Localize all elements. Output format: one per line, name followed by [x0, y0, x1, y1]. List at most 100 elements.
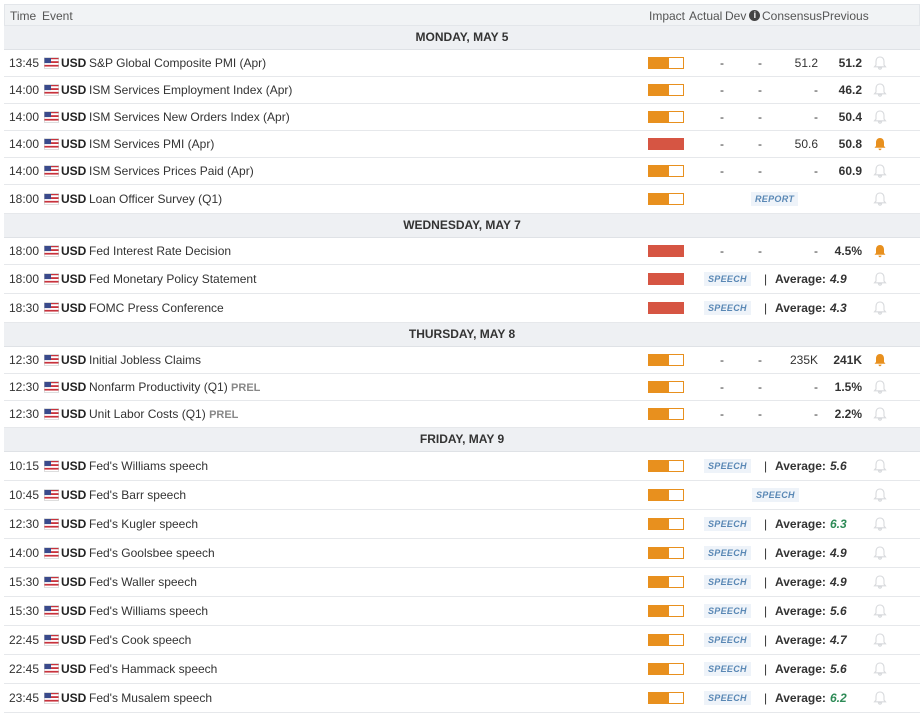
event-name[interactable]: Fed's Williams speech: [89, 459, 208, 473]
alert-bell-icon[interactable]: [872, 487, 888, 503]
event-row[interactable]: 10:45 USD Fed's Barr speech SPEECH: [4, 481, 920, 510]
col-time[interactable]: Time: [10, 9, 37, 23]
alert-bell-icon[interactable]: [872, 516, 888, 532]
event-row[interactable]: 10:15 USD Fed's Williams speech SPEECH | Aver…: [4, 452, 920, 481]
alert-bell-icon[interactable]: [872, 406, 888, 422]
speech-tag: SPEECH: [752, 488, 799, 502]
event-name[interactable]: Loan Officer Survey (Q1): [89, 192, 222, 206]
event-row[interactable]: 18:00 USD Fed Interest Rate Decision - - - 4.5…: [4, 238, 920, 265]
alert-bell-icon[interactable]: [872, 300, 888, 316]
separator: |: [764, 546, 768, 560]
col-consensus[interactable]: Consensus: [762, 9, 823, 23]
event-row[interactable]: 15:30 USD Fed's Waller speech SPEECH | Averag…: [4, 568, 920, 597]
event-row[interactable]: 14:00 USD Fed's Goolsbee speech SPEECH | Aver…: [4, 539, 920, 568]
event-row[interactable]: 14:00 USD ISM Services PMI (Apr) - - 50.6 50.8: [4, 131, 920, 158]
event-name[interactable]: Fed Interest Rate Decision: [89, 244, 231, 258]
event-row[interactable]: 15:30 USD Fed's Williams speech SPEECH | Aver…: [4, 597, 920, 626]
currency-code: USD: [61, 301, 87, 315]
alert-bell-icon[interactable]: [872, 352, 888, 368]
col-previous[interactable]: Previous: [822, 9, 869, 23]
alert-bell-icon[interactable]: [872, 379, 888, 395]
currency-code: USD: [61, 459, 87, 473]
event-row[interactable]: 18:30 USD FOMC Press Conference SPEECH | Aver…: [4, 294, 920, 323]
event-name[interactable]: Initial Jobless Claims: [89, 353, 201, 367]
event-name[interactable]: Fed's Goolsbee speech: [89, 546, 215, 560]
alert-bell-icon[interactable]: [872, 191, 888, 207]
event-row[interactable]: 12:30 USD Unit Labor Costs (Q1) PREL - - - 2.2…: [4, 401, 920, 428]
event-time: 14:00: [9, 137, 40, 151]
event-row[interactable]: 18:00 USD Loan Officer Survey (Q1) REPORT: [4, 185, 920, 214]
alert-bell-icon[interactable]: [872, 690, 888, 706]
event-name[interactable]: FOMC Press Conference: [89, 301, 224, 315]
col-impact[interactable]: Impact: [649, 9, 686, 23]
us-flag-icon: [44, 518, 59, 530]
previous-value: 2.2%: [834, 407, 862, 421]
alert-bell-icon[interactable]: [872, 603, 888, 619]
event-name[interactable]: ISM Services Prices Paid (Apr): [89, 164, 254, 178]
event-row[interactable]: 12:30 USD Fed's Kugler speech SPEECH | Averag…: [4, 510, 920, 539]
event-row[interactable]: 14:00 USD ISM Services New Orders Index (A…: [4, 104, 920, 131]
event-name[interactable]: Fed's Cook speech: [89, 633, 191, 647]
speech-tag: SPEECH: [704, 604, 751, 618]
alert-bell-icon[interactable]: [872, 82, 888, 98]
event-row[interactable]: 12:30 USD Initial Jobless Claims - - 235K 241K: [4, 347, 920, 374]
event-name[interactable]: Fed's Barr speech: [89, 488, 186, 502]
alert-bell-icon[interactable]: [872, 545, 888, 561]
event-name[interactable]: Nonfarm Productivity (Q1) PREL: [89, 380, 260, 394]
impact-bar: [648, 273, 684, 285]
event-row[interactable]: 22:45 USD Fed's Hammack speech SPEECH | Avera…: [4, 655, 920, 684]
previous-value: 241K: [833, 353, 862, 367]
deviation-value: -: [758, 110, 762, 124]
event-row[interactable]: 14:00 USD ISM Services Prices Paid (Apr) - -…: [4, 158, 920, 185]
event-name[interactable]: ISM Services PMI (Apr): [89, 137, 214, 151]
alert-bell-icon[interactable]: [872, 163, 888, 179]
average-label: Average:: [775, 633, 826, 647]
deviation-value: -: [758, 380, 762, 394]
average-value: 5.6: [830, 662, 847, 676]
event-name[interactable]: Fed's Musalem speech: [89, 691, 212, 705]
col-event[interactable]: Event: [42, 9, 73, 23]
event-row[interactable]: 12:30 USD Nonfarm Productivity (Q1) PREL - -…: [4, 374, 920, 401]
col-dev[interactable]: Dev i: [725, 9, 761, 23]
impact-fill: [649, 303, 683, 313]
alert-bell-icon[interactable]: [872, 458, 888, 474]
event-name[interactable]: Fed's Waller speech: [89, 575, 197, 589]
event-row[interactable]: 14:00 USD ISM Services Employment Index (A…: [4, 77, 920, 104]
event-name[interactable]: Fed Monetary Policy Statement: [89, 272, 256, 286]
event-row[interactable]: 18:00 USD Fed Monetary Policy Statement SPE…: [4, 265, 920, 294]
alert-bell-icon[interactable]: [872, 661, 888, 677]
alert-bell-icon[interactable]: [872, 136, 888, 152]
event-name[interactable]: ISM Services Employment Index (Apr): [89, 83, 292, 97]
event-name[interactable]: Fed's Kugler speech: [89, 517, 198, 531]
alert-bell-icon[interactable]: [872, 109, 888, 125]
consensus-value: -: [814, 83, 818, 97]
event-name[interactable]: Fed's Hammack speech: [89, 662, 217, 676]
alert-bell-icon[interactable]: [872, 55, 888, 71]
impact-fill: [649, 409, 670, 419]
event-name[interactable]: S&P Global Composite PMI (Apr): [89, 56, 266, 70]
alert-bell-icon[interactable]: [872, 243, 888, 259]
event-row[interactable]: 13:45 USD S&P Global Composite PMI (Apr) - -…: [4, 50, 920, 77]
event-name[interactable]: Unit Labor Costs (Q1) PREL: [89, 407, 238, 421]
currency-code: USD: [61, 164, 87, 178]
info-icon[interactable]: i: [749, 10, 761, 21]
alert-bell-icon[interactable]: [872, 271, 888, 287]
event-row[interactable]: 23:45 USD Fed's Musalem speech SPEECH | Avera…: [4, 684, 920, 713]
event-row[interactable]: 22:45 USD Fed's Cook speech SPEECH | Average:…: [4, 626, 920, 655]
event-name[interactable]: ISM Services New Orders Index (Apr): [89, 110, 290, 124]
impact-fill: [649, 519, 670, 529]
actual-value: -: [720, 407, 724, 421]
us-flag-icon: [44, 354, 59, 366]
impact-bar: [648, 460, 684, 472]
impact-bar: [648, 518, 684, 530]
event-name[interactable]: Fed's Williams speech: [89, 604, 208, 618]
us-flag-icon: [44, 634, 59, 646]
alert-bell-icon[interactable]: [872, 632, 888, 648]
alert-bell-icon[interactable]: [872, 574, 888, 590]
currency-code: USD: [61, 604, 87, 618]
actual-value: -: [720, 380, 724, 394]
event-time: 12:30: [9, 353, 40, 367]
currency-code: USD: [61, 110, 87, 124]
col-actual[interactable]: Actual: [689, 9, 723, 23]
deviation-value: -: [758, 407, 762, 421]
